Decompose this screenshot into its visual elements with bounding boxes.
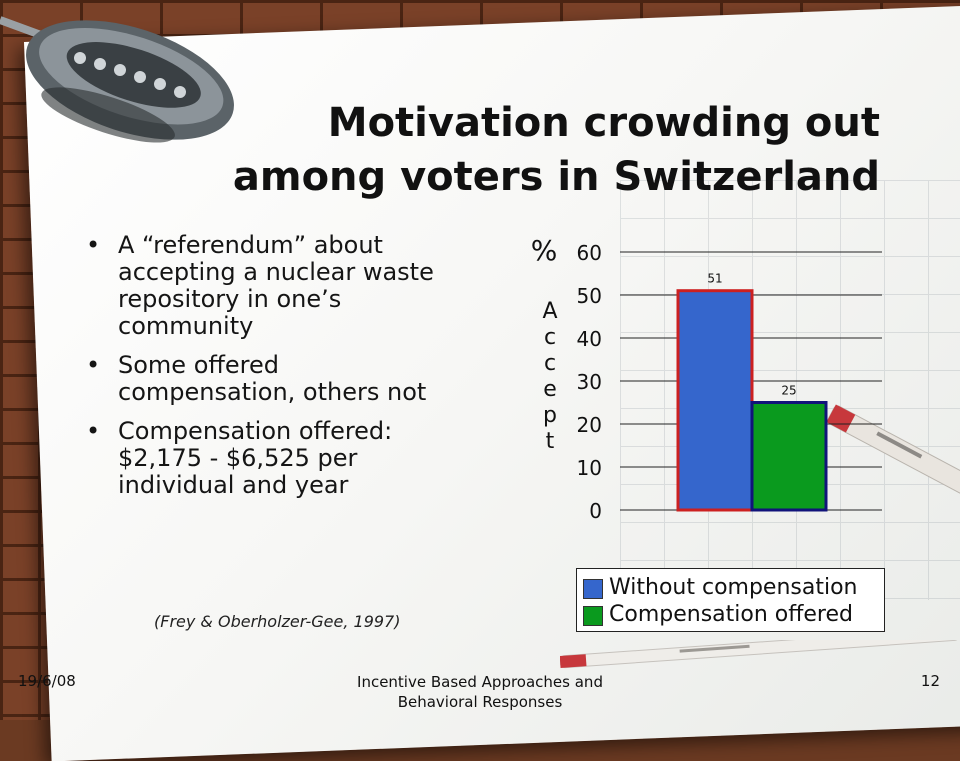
bullet-dot-icon: • xyxy=(86,231,101,259)
y-tick-label: 20 xyxy=(577,413,602,437)
y-tick-label: 60 xyxy=(577,241,602,265)
bullet-item: • Compensation offered: $2,175 - $6,525 p… xyxy=(86,418,456,499)
y-axis-unit-label: % xyxy=(531,234,558,267)
title-line-2: among voters in Switzerland xyxy=(232,154,880,200)
legend-label: Without compensation xyxy=(609,575,858,600)
legend-swatch-blue xyxy=(583,579,603,599)
y-axis-title-letter: A xyxy=(542,299,557,324)
bar-data-label: 51 xyxy=(707,272,722,286)
y-tick-label: 10 xyxy=(577,456,602,480)
citation: (Frey & Oberholzer-Gee, 1997) xyxy=(154,612,401,631)
y-axis-title-letter: c xyxy=(544,325,556,350)
y-axis-title-letter: c xyxy=(544,351,556,376)
pencil-image xyxy=(826,404,960,508)
desk-lamp-image xyxy=(0,16,234,143)
y-axis-title-letter: t xyxy=(546,429,555,454)
chart-legend: Without compensation Compensation offere… xyxy=(576,568,885,632)
footer-course-title: Incentive Based Approaches and Behaviora… xyxy=(357,673,603,711)
slide-title: Motivation crowding out among voters in … xyxy=(150,96,880,204)
bullet-list: • A “referendum” about accepting a nuclea… xyxy=(86,232,456,511)
bar-without-compensation xyxy=(676,289,754,512)
bullet-dot-icon: • xyxy=(86,417,101,445)
bullet-text: Some offered compensation, others not xyxy=(118,351,427,406)
footer-date: 19/6/08 xyxy=(18,672,76,690)
y-tick-label: 40 xyxy=(577,327,602,351)
bar-compensation-offered xyxy=(750,401,828,512)
title-line-1: Motivation crowding out xyxy=(327,100,880,146)
bullet-dot-icon: • xyxy=(86,351,101,379)
legend-label: Compensation offered xyxy=(609,602,853,627)
y-axis-title-letter: e xyxy=(543,377,557,402)
legend-swatch-green xyxy=(583,606,603,626)
y-tick-label: 0 xyxy=(589,499,602,523)
bullet-text: A “referendum” about accepting a nuclear… xyxy=(118,231,434,340)
bullet-item: • A “referendum” about accepting a nuclea… xyxy=(86,232,456,340)
y-tick-label: 50 xyxy=(577,284,602,308)
bullet-item: • Some offered compensation, others not xyxy=(86,352,456,406)
y-tick-label: 30 xyxy=(577,370,602,394)
pencil-bottom-image xyxy=(560,640,960,669)
y-axis-title-letter: p xyxy=(543,403,557,428)
bar-data-label: 25 xyxy=(781,384,796,398)
bullet-text: Compensation offered: $2,175 - $6,525 pe… xyxy=(118,417,393,499)
page-number: 12 xyxy=(920,672,940,690)
